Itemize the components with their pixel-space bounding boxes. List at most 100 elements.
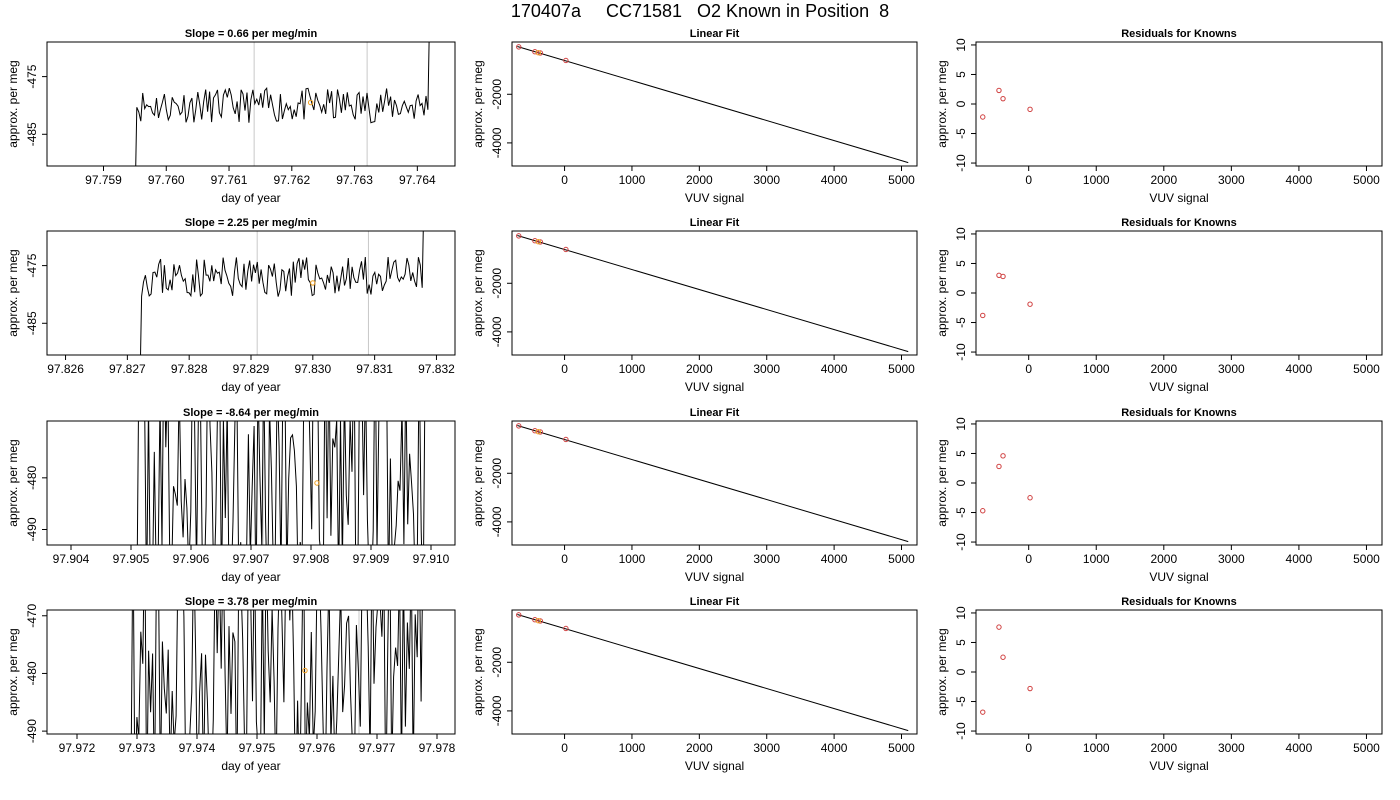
data-point <box>996 87 1002 94</box>
x-tick-label: 2000 <box>686 741 713 755</box>
x-tick-label: 4000 <box>821 173 848 187</box>
x-tick-label: 5000 <box>888 362 915 376</box>
plot-frame <box>975 420 1383 546</box>
y-tick-label: 0 <box>954 289 968 296</box>
panel-title: Slope = -8.64 per meg/min <box>183 407 319 419</box>
x-tick-label: 97.827 <box>109 362 146 376</box>
x-tick-label: 5000 <box>1353 173 1380 187</box>
x-tick-label: 97.828 <box>171 362 208 376</box>
x-tick-label: 1000 <box>1083 362 1110 376</box>
reference-point <box>302 667 308 674</box>
x-axis-label: VUV signal <box>1149 759 1208 773</box>
x-tick-label: 0 <box>1025 173 1032 187</box>
reference-point <box>535 238 541 245</box>
y-tick-label: -5 <box>954 696 968 707</box>
y-tick-label: 10 <box>954 38 968 52</box>
x-tick-label: 0 <box>1025 741 1032 755</box>
x-tick-label: 97.973 <box>119 741 156 755</box>
plot-area <box>516 233 909 353</box>
panel-1-2: Slope = 2.25 per meg/min day of year appro… <box>6 217 456 394</box>
data-series-line <box>136 421 426 545</box>
data-point <box>537 50 544 56</box>
x-tick-label: 97.830 <box>294 362 331 376</box>
x-tick-label: 97.908 <box>293 552 330 566</box>
plot-frame <box>975 609 1383 735</box>
x-tick-label: 97.904 <box>53 552 90 566</box>
data-point <box>980 312 986 319</box>
y-tick-label: -4000 <box>490 127 504 158</box>
panel-2-2: Linear Fit VUV signal approx. per meg 0 1000… <box>471 217 918 394</box>
data-point <box>996 624 1002 630</box>
y-axis-label: approx. per meg <box>935 249 949 336</box>
panel-title: Residuals for Knowns <box>1121 596 1237 608</box>
panel-title: Residuals for Knowns <box>1121 28 1237 40</box>
y-axis-label: approx. per meg <box>471 249 485 336</box>
y-tick-label: -470 <box>25 603 39 627</box>
fit-line <box>517 425 909 543</box>
y-tick-label: -5 <box>954 128 968 139</box>
plot-area <box>136 421 426 545</box>
y-tick-label: -10 <box>954 722 968 740</box>
x-tick-label: 1000 <box>619 362 646 376</box>
plot-frame <box>511 609 918 735</box>
y-tick-label: -2000 <box>490 268 504 299</box>
x-tick-label: 3000 <box>1218 552 1245 566</box>
plot-area <box>516 612 909 732</box>
plot-area <box>140 231 424 355</box>
data-point <box>1000 95 1006 102</box>
x-axis-label: day of year <box>221 759 280 773</box>
fit-line <box>517 235 909 353</box>
x-tick-label: 97.763 <box>336 173 373 187</box>
panel-title: Slope = 3.78 per meg/min <box>185 596 318 608</box>
x-tick-label: 97.832 <box>418 362 455 376</box>
x-tick-label: 4000 <box>821 552 848 566</box>
x-tick-label: 2000 <box>686 362 713 376</box>
data-point <box>980 709 986 715</box>
x-tick-label: 0 <box>561 552 568 566</box>
x-tick-label: 97.831 <box>356 362 393 376</box>
data-point <box>1027 301 1033 307</box>
y-axis-label: approx. per meg <box>471 439 485 526</box>
x-axis-label: VUV signal <box>685 570 744 584</box>
x-axis-label: VUV signal <box>1149 191 1208 205</box>
x-tick-label: 5000 <box>888 173 915 187</box>
x-tick-label: 97.760 <box>148 173 185 187</box>
x-axis-label: day of year <box>221 380 280 394</box>
y-tick-label: -10 <box>954 533 968 551</box>
x-tick-label: 1000 <box>1083 741 1110 755</box>
data-series-line <box>135 42 430 166</box>
plot-area <box>130 610 423 734</box>
data-series-line <box>130 610 423 734</box>
plot-frame <box>511 230 918 356</box>
y-tick-label: 10 <box>954 606 968 620</box>
y-tick-label: -5 <box>954 317 968 328</box>
x-tick-label: 3000 <box>753 552 780 566</box>
data-series-line <box>140 231 424 355</box>
y-tick-label: -2000 <box>490 79 504 110</box>
data-point <box>1000 654 1006 660</box>
y-tick-label: 5 <box>954 260 968 267</box>
x-tick-label: 2000 <box>686 173 713 187</box>
data-point <box>1027 685 1033 692</box>
plot-area <box>980 87 1033 120</box>
data-point <box>532 238 538 244</box>
panel-1-1: Slope = 0.66 per meg/min day of year appro… <box>6 28 456 205</box>
x-tick-label: 5000 <box>1353 362 1380 376</box>
x-tick-label: 5000 <box>1353 552 1380 566</box>
panel-title: Linear Fit <box>690 217 740 229</box>
plot-area <box>135 42 430 166</box>
y-axis-label: approx. per meg <box>471 628 485 715</box>
x-tick-label: 4000 <box>821 362 848 376</box>
y-axis-label: approx. per meg <box>6 60 20 147</box>
x-axis-label: VUV signal <box>1149 380 1208 394</box>
x-tick-label: 97.761 <box>211 173 248 187</box>
x-tick-label: 97.977 <box>359 741 396 755</box>
y-tick-label: -4000 <box>490 316 504 347</box>
y-axis-label: approx. per meg <box>935 60 949 147</box>
y-tick-label: -4000 <box>490 506 504 537</box>
y-tick-label: -4000 <box>490 695 504 726</box>
data-point <box>516 423 522 429</box>
y-axis-label: approx. per meg <box>6 628 20 715</box>
y-axis-label: approx. per meg <box>6 249 20 336</box>
x-tick-label: 4000 <box>1286 362 1313 376</box>
